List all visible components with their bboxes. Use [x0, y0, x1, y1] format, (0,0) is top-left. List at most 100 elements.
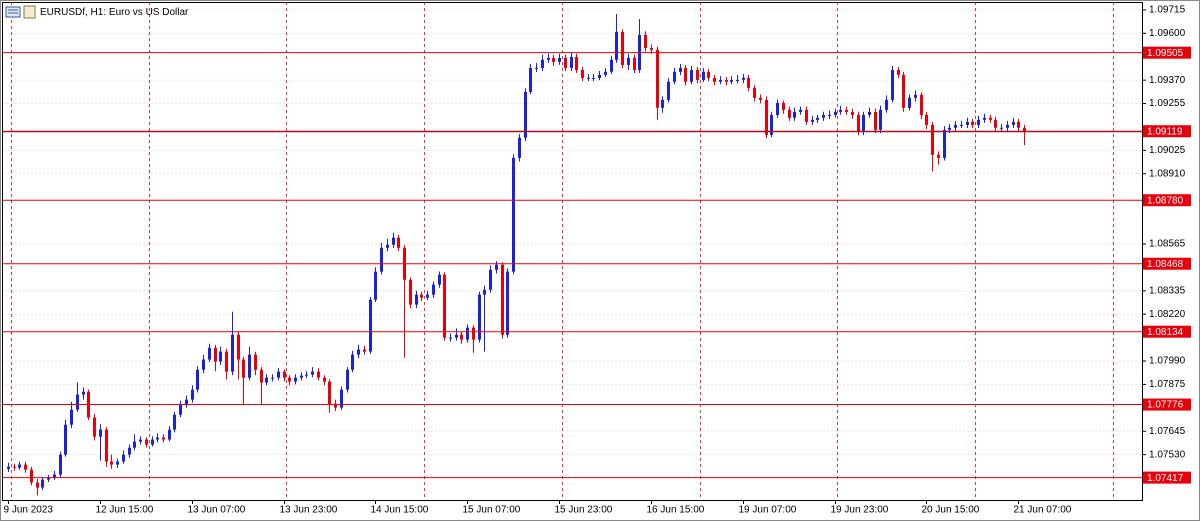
candle-body	[242, 359, 245, 378]
candle-body	[265, 377, 268, 383]
candle-body	[351, 354, 354, 370]
candle-body	[392, 237, 395, 245]
y-tick-label: 1.07990	[1149, 356, 1186, 367]
x-tick-label: 19 Jun 23:00	[831, 505, 889, 516]
candle-body	[495, 264, 498, 270]
candle-body	[214, 347, 217, 362]
candle-body	[960, 124, 963, 126]
candle-body	[185, 399, 188, 405]
candle-body	[857, 114, 860, 132]
candle-body	[70, 409, 73, 425]
candle-body	[581, 69, 584, 78]
candle-body	[231, 334, 234, 372]
y-tick-label: 1.09715	[1149, 5, 1186, 16]
icon	[23, 5, 36, 19]
candle-body	[300, 375, 303, 378]
candle-body	[971, 121, 974, 125]
candle-body	[696, 69, 699, 80]
candle-body	[219, 351, 222, 362]
x-tick-label: 13 Jun 07:00	[188, 505, 246, 516]
candle-body	[1017, 121, 1020, 128]
candle-body	[208, 347, 211, 360]
candle-body	[460, 334, 463, 340]
candle-body	[1006, 124, 1009, 128]
candle-body	[277, 371, 280, 378]
candle-body	[920, 94, 923, 115]
level-tag: 1.09505	[1143, 46, 1191, 59]
candle-body	[897, 69, 900, 75]
candle-body	[420, 294, 423, 298]
candle-body	[82, 391, 85, 395]
candle-body	[357, 349, 360, 355]
candle-body	[1023, 127, 1026, 132]
candle-body	[587, 77, 590, 79]
candle-body	[529, 67, 532, 92]
candle-body	[725, 79, 728, 82]
candle-body	[707, 71, 710, 78]
candle-body	[742, 77, 745, 80]
candle-body	[966, 121, 969, 125]
candle-body	[24, 464, 27, 470]
candle-body	[730, 79, 733, 82]
level-label: 1.09505	[1147, 48, 1184, 59]
candle-body	[793, 111, 796, 118]
candle-body	[323, 377, 326, 382]
candle-body	[105, 429, 108, 462]
candle-body	[759, 97, 762, 100]
candle-body	[937, 154, 940, 158]
candle-body	[834, 111, 837, 115]
level-label: 1.08134	[1147, 327, 1184, 338]
candle-body	[334, 404, 337, 408]
candle-body	[501, 264, 504, 335]
candle-body	[386, 244, 389, 248]
candle-body	[518, 137, 521, 158]
candle-body	[122, 454, 125, 462]
level-label: 1.07417	[1147, 473, 1184, 484]
y-tick-label: 1.09025	[1149, 145, 1186, 156]
candle-body	[673, 71, 676, 82]
candle-body	[891, 69, 894, 100]
candle-body	[283, 371, 286, 378]
candle-body	[369, 299, 372, 352]
candle-body	[610, 59, 613, 72]
grid-layer	[3, 9, 1142, 456]
candle-body	[604, 71, 607, 75]
candle-body	[788, 109, 791, 118]
candle-layer	[3, 14, 1142, 496]
level-tag-box	[1143, 46, 1191, 59]
candle-body	[839, 109, 842, 112]
candle-body	[661, 99, 664, 108]
level-tag-box	[1143, 125, 1191, 138]
candle-body	[225, 351, 228, 372]
candle-body	[248, 354, 251, 378]
candle-body	[702, 71, 705, 80]
candle-body	[782, 102, 785, 110]
candle-body	[489, 269, 492, 290]
candle-body	[765, 99, 768, 135]
candle-body	[340, 389, 343, 408]
x-tick-label: 14 Jun 15:00	[371, 505, 429, 516]
level-tag-box	[1143, 471, 1191, 484]
candle-body	[524, 91, 527, 138]
level-tag: 1.08134	[1143, 325, 1191, 338]
candle-body	[845, 109, 848, 112]
candle-body	[541, 59, 544, 68]
candle-body	[862, 114, 865, 132]
candle-body	[954, 124, 957, 128]
candle-body	[59, 454, 62, 475]
candle-body	[196, 369, 199, 390]
candle-body	[570, 56, 573, 68]
candle-body	[799, 109, 802, 112]
candle-body	[506, 271, 509, 335]
candle-body	[914, 94, 917, 98]
icon	[5, 6, 21, 18]
candle-body	[851, 111, 854, 115]
candle-body	[811, 119, 814, 122]
candle-body	[753, 87, 756, 98]
candle-body	[346, 369, 349, 390]
level-label: 1.08780	[1147, 195, 1184, 206]
y-tick-label: 1.09255	[1149, 98, 1186, 109]
candle-body	[747, 77, 750, 88]
candle-body	[885, 99, 888, 110]
